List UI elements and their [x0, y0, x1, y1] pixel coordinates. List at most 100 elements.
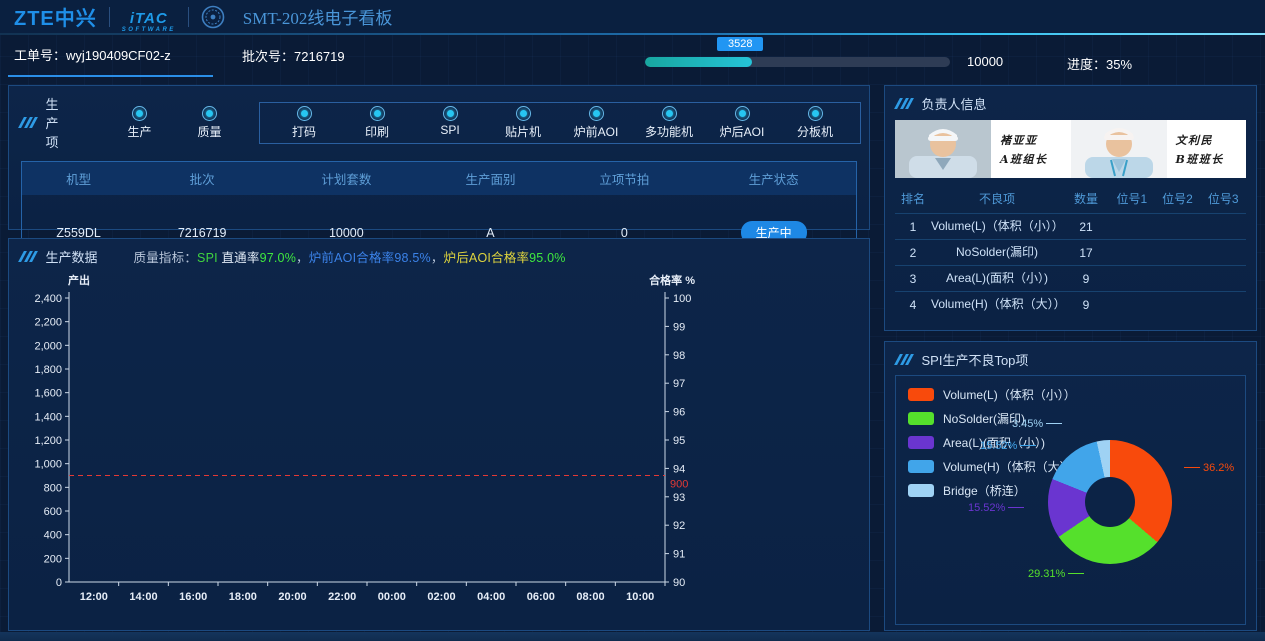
svg-text:合格率 %: 合格率 %: [649, 273, 695, 287]
svg-text:1,600: 1,600: [34, 388, 62, 400]
model-cell: Z559DL: [56, 225, 101, 240]
quality-indicator-segment: 直通率: [217, 251, 260, 265]
stage-radio-icon: [734, 105, 750, 121]
pie-label: 3.45%: [1012, 418, 1062, 430]
defect-table-row: 1 Volume(L)（体积（小）） 21: [895, 213, 1246, 239]
panel-title: 负责人信息: [921, 97, 987, 112]
footer-strip: [0, 632, 1265, 641]
svg-text:600: 600: [44, 506, 62, 518]
svg-text:93: 93: [673, 492, 685, 504]
spi-top-defects-panel: SPI生产不良Top项 Volume(L)（体积（小）） NoSolder(漏印)…: [884, 341, 1257, 631]
stage-radio-icon: [296, 105, 312, 121]
left-column: 生产项 生产 质量 打码 印刷 SPI 贴片机 炉前AOI 多功能机 炉后AOI 分板机 机型 …: [8, 85, 870, 631]
legend-item[interactable]: Volume(L)（体积（小））: [908, 386, 1078, 403]
svg-text:06:00: 06:00: [527, 591, 555, 603]
svg-text:00:00: 00:00: [378, 591, 406, 603]
pie-label: 36.2%: [1184, 462, 1234, 474]
stage-radio-icon: [202, 105, 218, 121]
stage-item-生产[interactable]: 生产: [109, 105, 171, 140]
svg-text:2,200: 2,200: [34, 317, 62, 329]
svg-text:1,200: 1,200: [34, 435, 62, 447]
svg-text:200: 200: [44, 553, 62, 565]
svg-text:96: 96: [673, 407, 685, 419]
planned-cell: 10000: [328, 225, 364, 240]
batch-label: 批次号：: [242, 48, 295, 64]
staff-name-card-b: 文利民 B班班长: [1166, 120, 1246, 178]
stage-item-分板机[interactable]: 分板机: [779, 105, 852, 140]
defect-table: 排名 不良项 数量 位号1 位号2 位号3 1 Volume(L)（体积（小）） 2…: [895, 184, 1246, 317]
stage-radio-icon: [369, 105, 385, 121]
production-data-panel: 生产数据 质量指标：SPI 直通率97.0%，炉前AOI合格率98.5%，炉后A…: [8, 238, 870, 631]
svg-text:99: 99: [673, 321, 685, 333]
stage-item-印刷[interactable]: 印刷: [341, 105, 414, 140]
itac-logo: iTAC SOFTWARE: [121, 9, 176, 33]
svg-text:04:00: 04:00: [477, 591, 505, 603]
quality-indicator-segment: ，: [430, 251, 444, 265]
svg-text:14:00: 14:00: [129, 591, 157, 603]
stage-radio-icon: [807, 105, 823, 121]
stage-item-炉后AOI[interactable]: 炉后AOI: [706, 105, 779, 140]
defect-table-row: 4 Volume(H)（体积（大）） 9: [895, 291, 1246, 317]
svg-text:2,400: 2,400: [34, 293, 62, 305]
svg-text:91: 91: [673, 549, 685, 561]
stage-item-SPI[interactable]: SPI: [414, 105, 487, 140]
quality-indicator-segment: 98.5%: [394, 251, 431, 265]
batch-cell: 7216719: [177, 225, 227, 240]
svg-text:20:00: 20:00: [278, 591, 306, 603]
stage-item-多功能机[interactable]: 多功能机: [633, 105, 706, 140]
progress-fill: [645, 57, 752, 67]
emblem-icon: [201, 5, 225, 28]
legend-item[interactable]: Bridge（桥连）: [908, 482, 1078, 499]
panel-marker-icon: [18, 117, 38, 128]
staff-name-card-a: 褚亚亚 A班组长: [991, 120, 1071, 178]
staff-photo-b: [1070, 120, 1167, 178]
legend-item[interactable]: Volume(H)（体积（大））: [908, 458, 1078, 475]
svg-text:98: 98: [673, 350, 685, 362]
batch-number: 批次号：7216719: [242, 46, 345, 65]
top-header: ZTE中兴 iTAC SOFTWARE SMT-202线电子看板: [0, 0, 1265, 33]
stage-item-贴片机[interactable]: 贴片机: [487, 105, 560, 140]
svg-text:400: 400: [44, 530, 62, 542]
stage-item-质量[interactable]: 质量: [179, 105, 241, 140]
progress-bar: [645, 57, 950, 67]
legend-swatch: [908, 388, 934, 401]
stage-item-打码[interactable]: 打码: [268, 105, 341, 140]
staff-photo-strip: 褚亚亚 A班组长 文利民 B班班长: [895, 120, 1246, 178]
spi-panel-header: SPI生产不良Top项: [885, 342, 1256, 373]
defect-table-row: 2 NoSolder(漏印) 17: [895, 239, 1246, 265]
staff-name: 褚亚亚: [1000, 133, 1038, 147]
svg-text:97: 97: [673, 378, 685, 390]
panel-title: 生产项: [45, 97, 59, 150]
progress-total: 10000: [967, 54, 1004, 69]
pie-label: 29.31%: [1028, 568, 1084, 580]
quality-indicator-segment: 质量指标：: [133, 251, 198, 265]
defect-table-row: 3 Area(L)(面积（小）) 9: [895, 265, 1246, 291]
donut-hole: [1085, 477, 1135, 527]
production-progress: 3528 10000 进度：35%: [645, 37, 1255, 75]
svg-text:95: 95: [673, 435, 685, 447]
svg-text:92: 92: [673, 520, 685, 532]
staff-name: 文利民: [1175, 133, 1213, 147]
svg-text:94: 94: [673, 463, 685, 475]
legend-swatch: [908, 460, 934, 473]
staff-panel: 负责人信息 褚亚亚 A班组长: [884, 85, 1257, 331]
work-order-value: wyj190409CF02-z: [66, 47, 171, 63]
stage-radio-icon: [515, 105, 531, 121]
legend-item[interactable]: NoSolder(漏印): [908, 410, 1078, 427]
zte-logo: ZTE中兴: [14, 8, 97, 30]
quality-indicator-segment: ，: [296, 251, 309, 265]
divider: [108, 6, 110, 27]
spi-defect-donut: [1048, 440, 1172, 564]
progress-value-badge: 3528: [717, 37, 764, 51]
production-data-header: 生产数据 质量指标：SPI 直通率97.0%，炉前AOI合格率98.5%，炉后A…: [9, 239, 869, 270]
divider: [187, 6, 189, 27]
production-trend-chart: 0 200 400 600 800 1,000 1,200 1,400 1,600 1,800 2,…: [34, 273, 695, 603]
takt-cell: 0: [620, 225, 628, 240]
svg-text:08:00: 08:00: [576, 591, 604, 603]
page-title: SMT-202线电子看板: [242, 9, 393, 28]
svg-text:2,000: 2,000: [34, 340, 62, 352]
svg-text:12:00: 12:00: [80, 591, 108, 603]
work-order: 工单号：wyj190409CF02-z: [8, 34, 214, 77]
stage-radio-icon: [132, 105, 148, 121]
stage-item-炉前AOI[interactable]: 炉前AOI: [560, 105, 633, 140]
